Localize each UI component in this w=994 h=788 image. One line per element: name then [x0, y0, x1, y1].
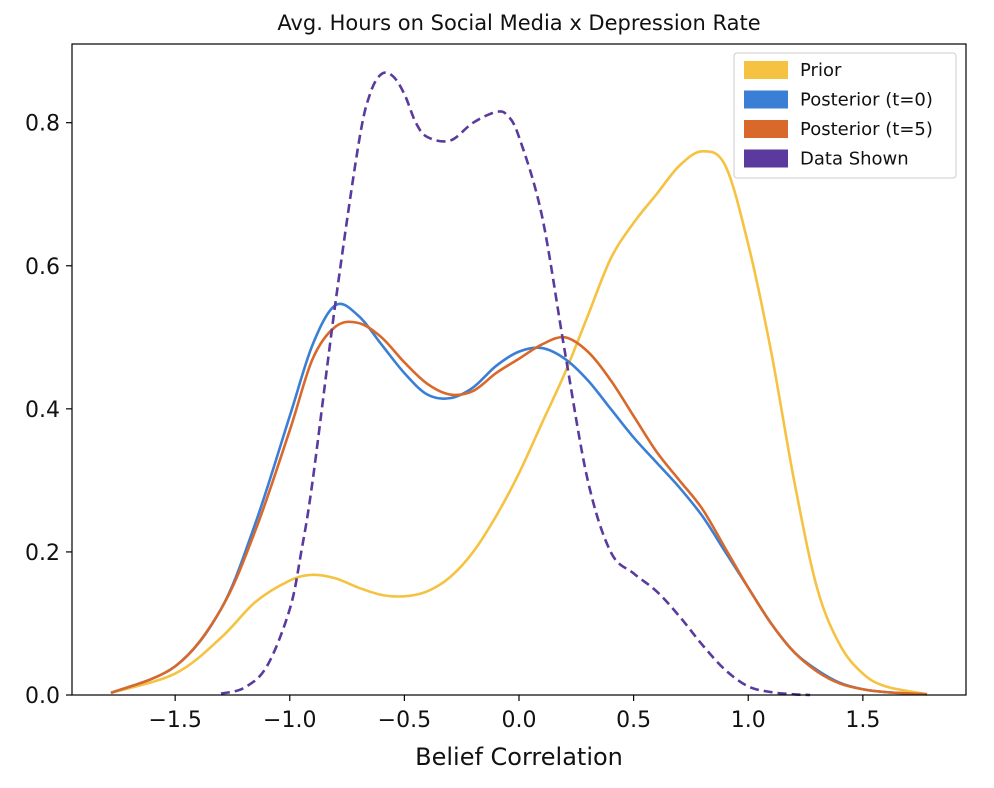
legend-label: Data Shown	[800, 149, 909, 170]
y-tick-label: 0.2	[25, 541, 60, 566]
x-tick-label: −1.5	[148, 708, 201, 733]
legend-swatch	[744, 120, 788, 138]
legend-swatch	[744, 149, 788, 168]
legend: Prior Posterior (t=0) Posterior (t=5) Data …	[733, 52, 957, 179]
x-axis-ticks: −1.5 −1.0 −0.5 0.0 0.5 1.0 1.5	[148, 695, 880, 733]
legend-box	[733, 52, 957, 179]
series-line-3	[220, 71, 811, 697]
x-tick-label: −0.5	[378, 708, 431, 733]
series-line-0	[110, 149, 928, 696]
legend-label: Posterior (t=0)	[800, 90, 933, 111]
legend-swatch	[744, 61, 788, 79]
y-tick-label: 0.8	[25, 112, 60, 137]
series-layer	[110, 71, 928, 697]
series-line-2	[110, 320, 928, 696]
legend-label: Posterior (t=5)	[800, 119, 933, 140]
y-tick-label: 0.6	[25, 255, 60, 280]
y-axis-ticks: 0.0 0.2 0.4 0.6 0.8	[25, 112, 72, 709]
legend-label: Prior	[800, 60, 842, 81]
series-line-1	[110, 302, 928, 696]
x-tick-label: 0.5	[616, 708, 651, 733]
y-tick-label: 0.0	[25, 684, 60, 709]
x-axis-title: Belief Correlation	[415, 743, 623, 771]
x-tick-label: 0.0	[502, 708, 537, 733]
x-tick-label: 1.5	[845, 708, 880, 733]
legend-swatch	[744, 90, 788, 109]
y-tick-label: 0.4	[25, 398, 60, 423]
chart-title: Avg. Hours on Social Media x Depression …	[277, 11, 760, 35]
x-tick-label: 1.0	[731, 708, 766, 733]
x-tick-label: −1.0	[263, 708, 316, 733]
